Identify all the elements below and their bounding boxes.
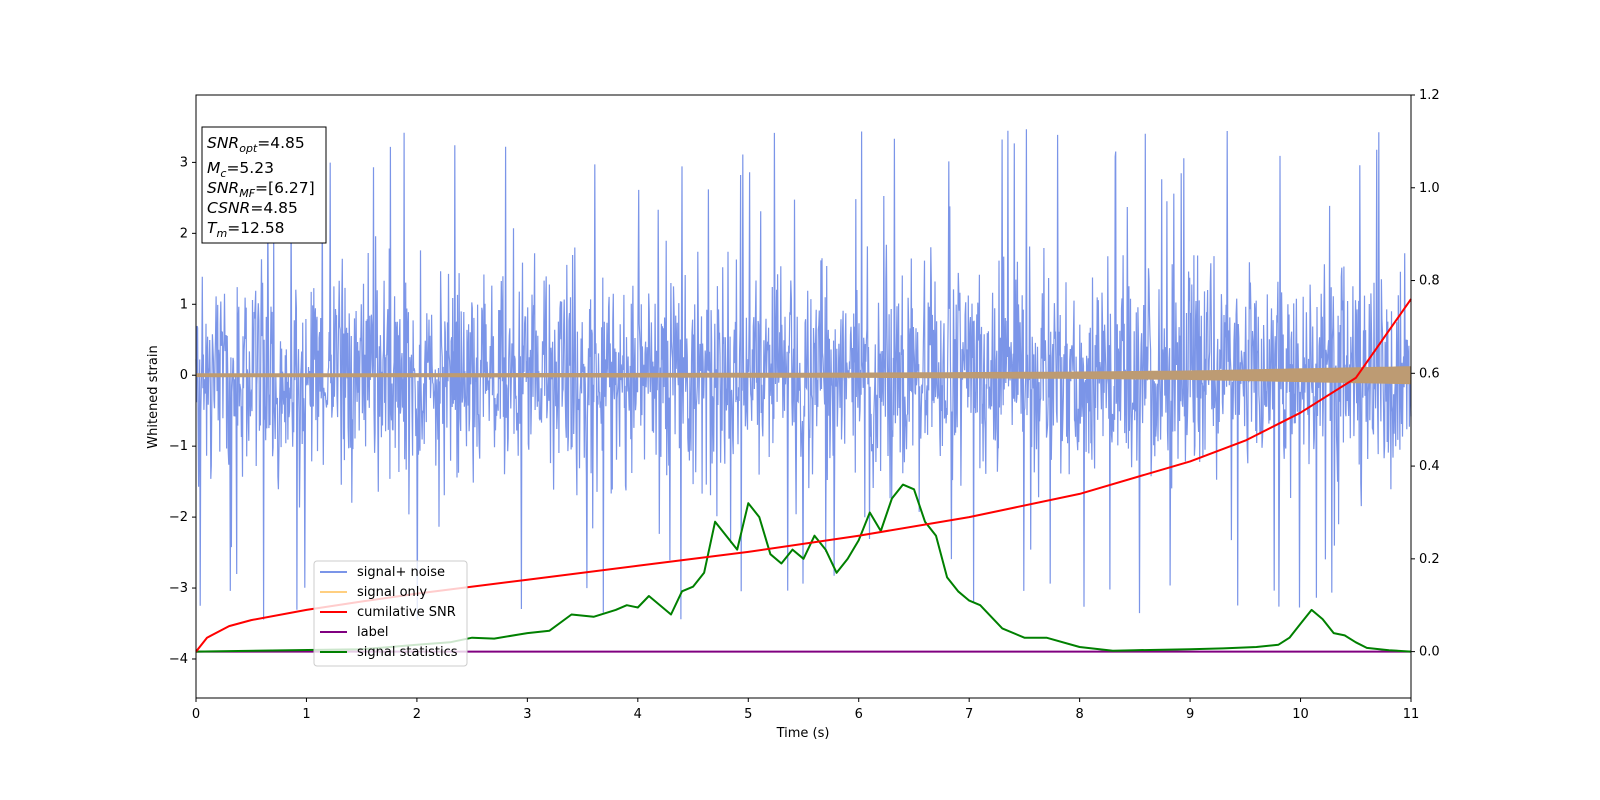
annotation-box: SNRopt=4.85 Mc=5.23 SNRMF=[6.27] CSNR=4.… [201,126,327,244]
legend-item-cumulative-snr: cumilative SNR [320,605,456,620]
annotation-snr-mf: SNRMF=[6.27] [207,179,315,200]
x-tick-label: 4 [634,707,642,722]
y-axis-left: −4 −3 −2 −1 0 1 2 3 [169,155,196,667]
legend-item-signal-statistics: signal statistics [320,645,458,660]
annotation-csnr: CSNR=4.85 [207,199,298,217]
x-tick-label: 10 [1292,707,1309,722]
y2-tick-label: 0.0 [1419,645,1440,660]
legend-label-signal-noise: signal+ noise [357,565,445,580]
y-tick-label: 0 [180,368,188,383]
axes-frame [195,94,1412,699]
legend-label-signal-statistics: signal statistics [357,645,458,660]
x-axis-label: Time (s) [776,726,830,741]
x-tick-label: 11 [1403,707,1420,722]
y-tick-label: −3 [169,581,188,596]
legend: signal+ noise signal only cumilative SNR… [313,560,468,667]
y2-tick-label: 0.6 [1419,366,1440,381]
x-tick-label: 8 [1075,707,1083,722]
legend-item-signal-noise: signal+ noise [320,565,445,580]
y2-tick-label: 0.8 [1419,274,1440,289]
y-tick-label: −2 [169,510,188,525]
annotation-snr-opt: SNRopt=4.85 [207,134,305,155]
legend-label-cumulative-snr: cumilative SNR [357,605,456,620]
y-tick-label: 3 [180,155,188,170]
x-axis: 0 1 2 3 4 5 6 7 8 9 10 11 [192,698,1419,722]
legend-item-label: label [320,625,388,640]
y2-tick-label: 0.4 [1419,459,1440,474]
x-tick-label: 3 [523,707,531,722]
y2-tick-label: 1.0 [1419,181,1440,196]
legend-item-signal-only: signal only [320,585,427,600]
y-tick-label: 1 [180,297,188,312]
y-axis-right: 0.0 0.2 0.4 0.6 0.8 1.0 1.2 [1411,88,1440,660]
y-tick-label: 2 [180,226,188,241]
x-tick-label: 2 [413,707,421,722]
annotation-mc: Mc=5.23 [207,159,274,180]
annotation-frame [201,126,327,244]
x-tick-label: 0 [192,707,200,722]
y-tick-label: −4 [169,652,188,667]
series-signal-statistics [195,483,1412,653]
legend-label-signal-only: signal only [357,585,427,600]
x-tick-label: 7 [965,707,973,722]
legend-label-label: label [357,625,388,640]
series-signal-noise [195,129,1412,620]
y-axis-label: Whitened strain [146,345,161,448]
x-tick-label: 6 [855,707,863,722]
series-cumulative-snr [195,298,1412,653]
y2-tick-label: 1.2 [1419,88,1440,103]
x-tick-label: 1 [302,707,310,722]
legend-frame [313,560,468,667]
annotation-tm: Tm=12.58 [207,219,285,240]
y-tick-label: −1 [169,439,188,454]
x-tick-label: 9 [1186,707,1194,722]
y2-tick-label: 0.2 [1419,552,1440,567]
x-tick-label: 5 [744,707,752,722]
